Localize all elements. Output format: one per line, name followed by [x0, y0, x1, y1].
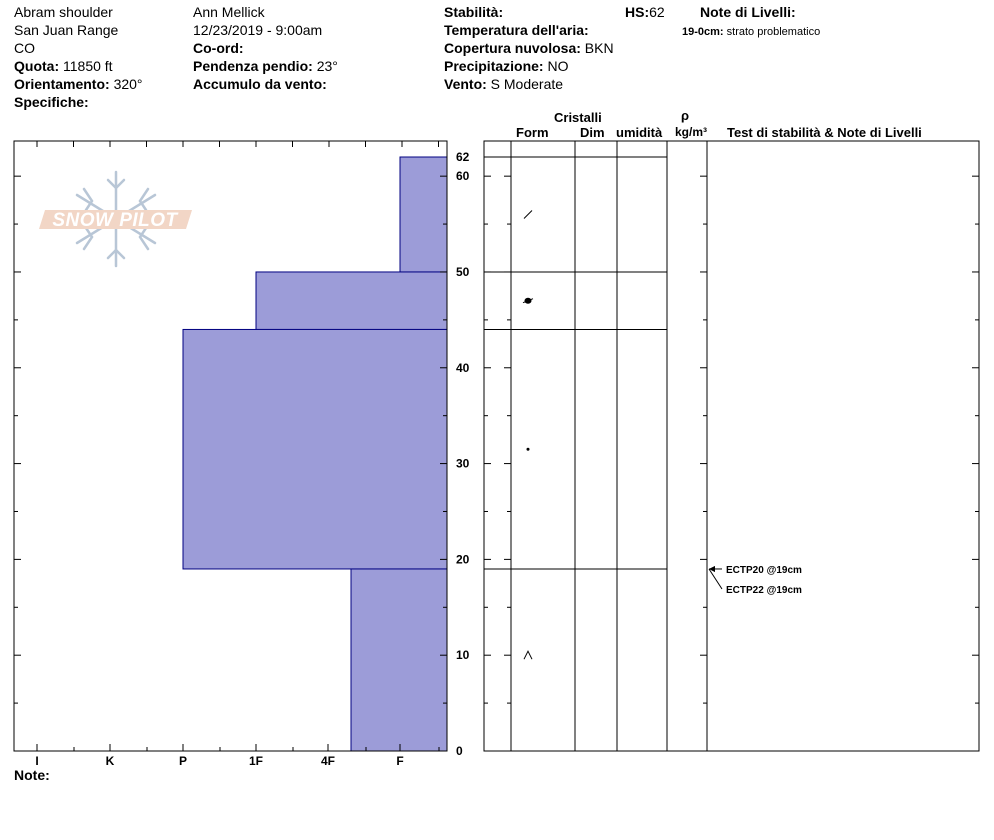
sky-label: Copertura nuvolosa:	[444, 40, 581, 56]
x-tick-label: P	[179, 754, 187, 768]
x-tick-label: I	[35, 754, 38, 768]
y-top-label: 62	[456, 150, 470, 164]
elevation-value: 11850 ft	[63, 58, 113, 74]
y-tick-label: 50	[456, 265, 470, 279]
hardness-profile	[182, 156, 448, 752]
wind-value: S Moderate	[490, 76, 564, 92]
y-tick-label: 30	[456, 457, 470, 471]
wind-loading-label: Accumulo da vento:	[193, 76, 327, 92]
y-tick-label: 10	[456, 648, 470, 662]
hardness-layer-bar	[350, 568, 448, 752]
x-tick-label: K	[106, 754, 115, 768]
coordinates-label: Co-ord:	[193, 40, 244, 56]
stability-test-label: ECTP20 @19cm	[726, 565, 802, 576]
aspect: Orientamento: 320°	[14, 75, 143, 93]
rounded-crystal-icon	[526, 447, 530, 451]
air-temp-label: Temperatura dell'aria:	[444, 22, 589, 38]
layer-notes-title: Note di Livelli:	[700, 4, 796, 20]
stability-label: Stabilità:	[444, 4, 504, 20]
aspect-label: Orientamento:	[14, 76, 110, 92]
state: CO	[14, 40, 35, 56]
hardness-layer-bar	[182, 328, 448, 570]
precip-value: NO	[547, 58, 569, 74]
sky-value: BKN	[584, 40, 614, 56]
density-unit: kg/m³	[675, 125, 708, 139]
slope-value: 23°	[316, 58, 338, 74]
hardness-layer-bar	[255, 271, 448, 330]
hardness-plot-frame	[13, 140, 448, 752]
layer-note: 19-0cm: strato problematico	[682, 23, 820, 41]
aspect-value: 320°	[113, 76, 143, 92]
specifics-label: Specifiche:	[14, 94, 89, 110]
wind-label: Vento:	[444, 76, 487, 92]
x-tick-label: 4F	[321, 754, 335, 768]
x-tick-label: 1F	[249, 754, 263, 768]
layer-note-depth: 19-0cm:	[682, 26, 724, 38]
stability-test: ECTP20 @19cm	[709, 565, 802, 576]
stability-test: ECTP22 @19cm	[708, 565, 802, 596]
test-pointer-line	[708, 568, 723, 590]
wind: Vento: S Moderate	[444, 75, 563, 93]
crystals-header: Cristalli	[554, 110, 602, 125]
melt-freeze-crystal-icon	[522, 297, 534, 304]
elevation-label: Quota:	[14, 58, 60, 74]
mountain-range: San Juan Range	[14, 22, 119, 38]
y-tick-label: 0	[456, 744, 463, 758]
layer-note-text: strato problematico	[726, 26, 821, 38]
tests-column-header: Test di stabilità & Note di Livelli	[727, 125, 922, 140]
form-column-header: Form	[516, 125, 549, 140]
moisture-column-header: umidità	[616, 125, 663, 140]
layer-table-frame	[483, 140, 980, 752]
elevation: Quota: 11850 ft	[14, 57, 113, 75]
hs-label: HS:	[625, 4, 650, 20]
slope-angle: Pendenza pendio: 23°	[193, 57, 338, 75]
faceted-crystal-icon	[523, 650, 533, 660]
x-tick-label: F	[396, 754, 403, 768]
sky-cover: Copertura nuvolosa: BKN	[444, 39, 614, 57]
observation-datetime: 12/23/2019 - 9:00am	[193, 22, 323, 38]
hardness-layer-bar	[399, 156, 448, 273]
y-tick-label: 40	[456, 361, 470, 375]
snow-height: HS:62	[625, 3, 665, 21]
svg-text:SNOW PILOT: SNOW PILOT	[52, 210, 178, 231]
density-symbol: ρ	[681, 108, 690, 123]
y-tick-label: 60	[456, 169, 470, 183]
size-column-header: Dim	[580, 125, 605, 140]
y-tick-label: 20	[456, 552, 470, 566]
location-name: Abram shoulder	[14, 4, 113, 20]
test-pointer-arrow	[709, 565, 715, 572]
slope-label: Pendenza pendio:	[193, 58, 313, 74]
notes-label: Note:	[14, 767, 50, 783]
precipitation: Precipitazione: NO	[444, 57, 568, 75]
hs-value: 62	[649, 4, 665, 20]
stability-test-label: ECTP22 @19cm	[726, 585, 802, 596]
snow-pilot-logo: SNOW PILOT	[39, 210, 192, 231]
precip-label: Precipitazione:	[444, 58, 544, 74]
decomposing-crystal-icon	[523, 210, 533, 219]
observer-name: Ann Mellick	[193, 4, 265, 20]
